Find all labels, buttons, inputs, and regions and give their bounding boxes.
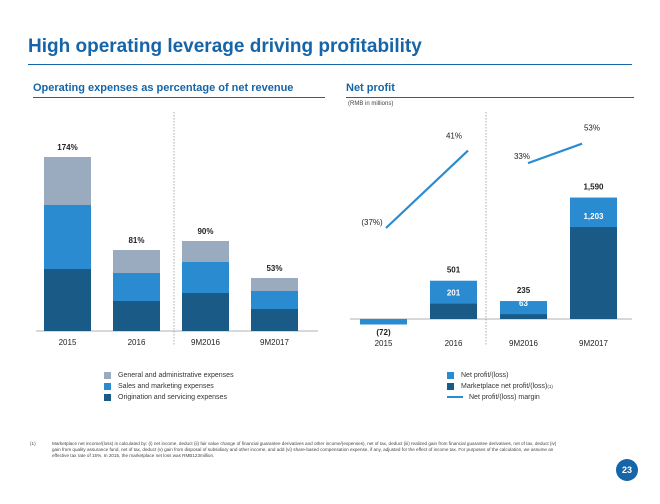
legend-label: Marketplace net profit/(loss) xyxy=(461,382,548,390)
np-legend-item: Net profit/(loss) margin xyxy=(447,392,553,402)
opex-legend-item: Sales and marketing expenses xyxy=(104,381,234,391)
opex-legend-item: General and administrative expenses xyxy=(104,370,234,380)
legend-swatch xyxy=(104,382,111,390)
left-chart-title-rule xyxy=(33,97,325,98)
opex-bar-2016-2 xyxy=(113,250,160,273)
marketplace-bar-9M2016 xyxy=(500,314,547,319)
margin-line-2015-2016 xyxy=(385,149,469,229)
legend-label: Sales and marketing expenses xyxy=(118,382,214,390)
np-value-label: (72) xyxy=(376,328,391,337)
marketplace-bar-9M2017 xyxy=(570,227,617,319)
margin-label: 33% xyxy=(514,152,530,161)
marketplace-value-label: 63 xyxy=(519,299,528,308)
opex-x-tick: 2016 xyxy=(128,338,146,347)
np-bar-2015 xyxy=(360,319,407,325)
opex-bar-9M2016-2 xyxy=(182,241,229,262)
marketplace-bar-2016 xyxy=(430,303,477,319)
opex-bar-9M2016-1 xyxy=(182,262,229,293)
opex-bar-2016-1 xyxy=(113,273,160,301)
legend-label: Origination and servicing expenses xyxy=(118,393,227,401)
margin-label: (37%) xyxy=(361,218,383,227)
legend-label: Net profit/(loss) xyxy=(461,371,509,379)
legend-label: General and administrative expenses xyxy=(118,371,234,379)
legend-swatch xyxy=(104,393,111,401)
opex-total-label: 90% xyxy=(197,227,213,236)
footnote-mark: (1) xyxy=(30,441,36,446)
legend-footnote-ref: (1) xyxy=(547,383,553,389)
opex-bar-2015-0 xyxy=(44,269,91,331)
legend-label: Net profit/(loss) margin xyxy=(469,393,540,401)
opex-bar-9M2017-0 xyxy=(251,309,298,331)
np-x-tick: 2016 xyxy=(445,339,463,348)
np-value-label: 235 xyxy=(517,286,531,295)
margin-line-9m xyxy=(527,142,583,165)
legend-line-marker xyxy=(447,396,463,398)
opex-total-label: 53% xyxy=(266,264,282,273)
opex-total-label: 81% xyxy=(128,236,144,245)
np-x-tick: 2015 xyxy=(375,339,393,348)
footnote-text: Marketplace net income/(loss) is calcula… xyxy=(52,441,557,458)
opex-legend-item: Origination and servicing expenses xyxy=(104,392,234,402)
opex-legend: General and administrative expenses Sales… xyxy=(104,370,234,403)
opex-x-tick: 9M2016 xyxy=(191,338,220,347)
opex-bar-2015-2 xyxy=(44,157,91,205)
np-x-tick: 9M2017 xyxy=(579,339,608,348)
legend-swatch xyxy=(447,382,454,390)
legend-swatch xyxy=(447,371,454,379)
margin-label: 53% xyxy=(584,124,600,133)
opex-bar-9M2016-0 xyxy=(182,293,229,331)
title-divider xyxy=(28,64,632,65)
opex-x-tick: 2015 xyxy=(59,338,77,347)
right-chart-title: Net profit xyxy=(346,82,395,94)
marketplace-value-label: 201 xyxy=(447,289,461,298)
opex-bar-9M2017-1 xyxy=(251,291,298,309)
opex-x-tick: 9M2017 xyxy=(260,338,289,347)
right-chart-unit: (RMB in millions) xyxy=(348,101,394,107)
marketplace-value-label: 1,203 xyxy=(583,212,604,221)
footnote: (1) Marketplace net income/(loss) is cal… xyxy=(30,441,560,459)
opex-bar-2015-1 xyxy=(44,205,91,269)
np-legend-item: Marketplace net profit/(loss) (1) xyxy=(447,381,553,391)
page-number: 23 xyxy=(616,459,638,481)
legend-swatch xyxy=(104,371,111,379)
opex-bar-2016-0 xyxy=(113,301,160,331)
np-value-label: 1,590 xyxy=(583,183,604,192)
np-legend-item: Net profit/(loss) xyxy=(447,370,553,380)
opex-total-label: 174% xyxy=(57,143,77,152)
np-value-label: 501 xyxy=(447,266,461,275)
margin-label: 41% xyxy=(446,132,462,141)
left-chart-title: Operating expenses as percentage of net … xyxy=(33,82,294,94)
right-chart-title-rule xyxy=(346,97,634,98)
net-profit-legend: Net profit/(loss) Marketplace net profit/… xyxy=(447,370,553,403)
opex-bar-9M2017-2 xyxy=(251,278,298,291)
np-x-tick: 9M2016 xyxy=(509,339,538,348)
page-title: High operating leverage driving profitab… xyxy=(28,36,422,57)
